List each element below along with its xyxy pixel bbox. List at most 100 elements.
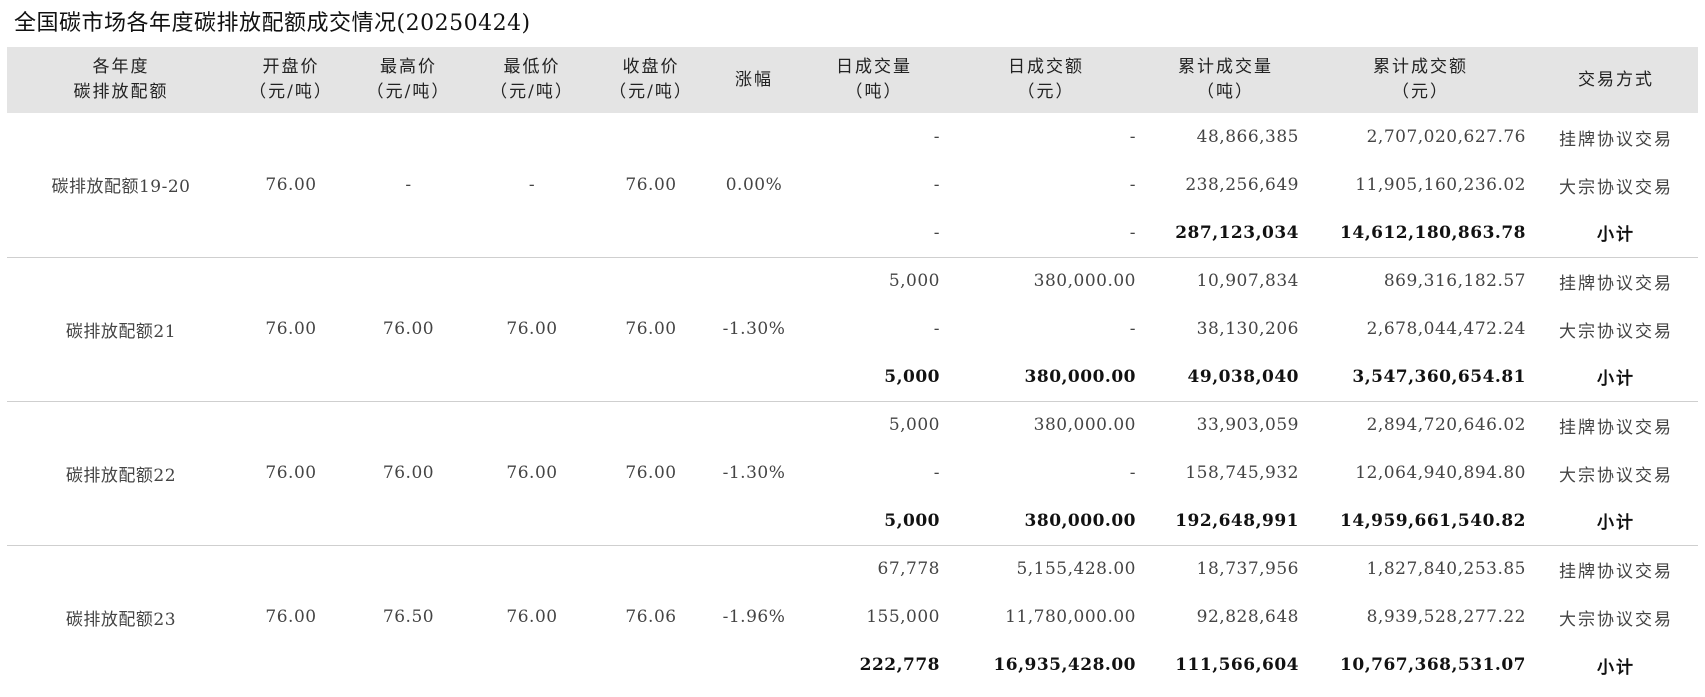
header-low: 最低价 （元/吨） <box>470 47 594 113</box>
daily-amount: - <box>1129 319 1136 339</box>
allowance-name: 碳排放配额23 <box>7 544 235 689</box>
daily-amount: - <box>1129 175 1136 195</box>
low-price: 76.00 <box>470 256 594 401</box>
close-price: 76.00 <box>594 400 708 545</box>
high-price: 76.50 <box>347 544 470 689</box>
cum-volume: 158,745,932 <box>1185 463 1299 483</box>
close-price: 76.06 <box>594 544 708 689</box>
daily-volume: 5,000 <box>800 400 948 449</box>
cum-amount: 2,678,044,472.24 <box>1366 319 1526 339</box>
table-row: - - 38,130,206 2,678,044,472.24 大宗协议交易 <box>7 305 1698 353</box>
trade-mode: 挂牌协议交易 <box>1534 256 1698 305</box>
table-row: - - 158,745,932 12,064,940,894.80 大宗协议交易 <box>7 449 1698 497</box>
price-change: -1.30% <box>708 400 800 545</box>
daily-amount: 380,000.00 <box>1024 510 1136 531</box>
cum-amount: 12,064,940,894.80 <box>1355 463 1526 483</box>
cum-volume: 38,130,206 <box>1196 319 1299 339</box>
table-row: 碳排放配额22 76.00 76.00 76.00 76.00 -1.30% 5… <box>7 400 1698 545</box>
trade-mode: 挂牌协议交易 <box>1559 129 1673 150</box>
table-row: - - 238,256,649 11,905,160,236.02 大宗协议交易 <box>7 161 1698 209</box>
table-row: 碳排放配额19-20 76.00 - - 76.00 0.00% - - 48,… <box>7 113 1698 197</box>
trade-mode: 大宗协议交易 <box>1559 465 1673 486</box>
daily-volume: 5,000 <box>884 366 940 387</box>
daily-volume: 5,000 <box>884 510 940 531</box>
cum-amount: 14,612,180,863.78 <box>1340 222 1526 243</box>
cum-volume: 33,903,059 <box>1144 400 1307 449</box>
allowance-trading-table: 各年度 碳排放配额 开盘价 （元/吨） 最高价 （元/吨） 最低价 （元/吨） 收盘价（… <box>7 47 1698 689</box>
cum-amount: 10,767,368,531.07 <box>1340 655 1526 675</box>
close-price: 76.00 <box>594 256 708 401</box>
high-price: 76.00 <box>347 400 470 545</box>
cum-volume: 92,828,648 <box>1196 607 1299 627</box>
allowance-name: 碳排放配额21 <box>7 256 235 401</box>
header-close: 收盘价 （元/吨） <box>594 47 708 113</box>
trade-mode: 大宗协议交易 <box>1559 321 1673 342</box>
cum-amount: 1,827,840,253.85 <box>1307 544 1534 593</box>
page-title: 全国碳市场各年度碳排放配额成交情况(20250424) <box>14 11 531 36</box>
daily-amount: 380,000.00 <box>948 400 1144 449</box>
trade-mode: 大宗协议交易 <box>1559 609 1673 630</box>
table-row: 155,000 11,780,000.00 92,828,648 8,939,5… <box>7 593 1698 641</box>
header-cum-amount: 累计成交额 （元） <box>1307 47 1534 113</box>
trade-mode: 挂牌协议交易 <box>1534 400 1698 449</box>
cum-amount: 2,894,720,646.02 <box>1307 400 1534 449</box>
daily-volume: - <box>933 175 940 195</box>
open-price: 76.00 <box>265 174 317 195</box>
daily-volume: 222,778 <box>859 655 940 675</box>
price-change: 0.00% <box>725 174 783 195</box>
daily-volume: - <box>933 463 940 483</box>
daily-volume: 155,000 <box>866 607 940 627</box>
daily-volume: - <box>933 319 940 339</box>
header-daily-volume: 日成交量 （吨） <box>800 47 948 113</box>
cum-volume: 238,256,649 <box>1185 175 1299 195</box>
daily-volume: 67,778 <box>800 544 948 593</box>
daily-volume: - <box>933 222 940 243</box>
cum-volume: 49,038,040 <box>1187 366 1299 387</box>
cum-amount: 869,316,182.57 <box>1307 256 1534 305</box>
cum-volume: 18,737,956 <box>1144 544 1307 593</box>
low-price: 76.00 <box>470 400 594 545</box>
cum-volume: 48,866,385 <box>1196 127 1299 147</box>
header-change: 涨幅 <box>708 47 800 113</box>
daily-amount: 16,935,428.00 <box>993 655 1136 675</box>
daily-amount: 380,000.00 <box>1024 366 1136 387</box>
cum-amount: 14,959,661,540.82 <box>1340 510 1526 531</box>
subtotal-row: - - 287,123,034 14,612,180,863.78 小计 <box>7 209 1698 257</box>
close-price: 76.00 <box>625 174 677 195</box>
high-price: 76.00 <box>347 256 470 401</box>
open-price: 76.00 <box>235 544 347 689</box>
cum-volume: 192,648,991 <box>1175 510 1299 531</box>
low-price: - <box>528 174 536 195</box>
header-high: 最高价 （元/吨） <box>347 47 470 113</box>
allowance-name: 碳排放配额19-20 <box>51 177 191 198</box>
high-price: - <box>405 174 412 195</box>
daily-amount: 5,155,428.00 <box>948 544 1144 593</box>
trade-mode: 大宗协议交易 <box>1559 177 1673 198</box>
header-daily-amount: 日成交额 （元） <box>948 47 1144 113</box>
low-price: 76.00 <box>470 544 594 689</box>
daily-amount: 11,780,000.00 <box>1005 607 1136 627</box>
trade-mode: 小计 <box>1597 225 1635 246</box>
open-price: 76.00 <box>235 400 347 545</box>
trade-mode: 小计 <box>1597 657 1635 678</box>
cum-volume: 287,123,034 <box>1175 222 1299 243</box>
trade-mode: 挂牌协议交易 <box>1534 544 1698 593</box>
daily-amount: - <box>1129 127 1136 147</box>
cum-amount: 8,939,528,277.22 <box>1366 607 1526 627</box>
cum-volume: 10,907,834 <box>1144 256 1307 305</box>
header-mode: 交易方式 <box>1534 47 1698 113</box>
cum-amount: 11,905,160,236.02 <box>1355 175 1526 195</box>
allowance-name: 碳排放配额22 <box>7 400 235 545</box>
header-cum-volume: 累计成交量 （吨） <box>1144 47 1307 113</box>
daily-amount: - <box>1129 463 1136 483</box>
cum-amount: 3,547,360,654.81 <box>1352 366 1526 387</box>
daily-volume: - <box>933 127 940 147</box>
open-price: 76.00 <box>235 256 347 401</box>
price-change: -1.30% <box>708 256 800 401</box>
table-row: 碳排放配额23 76.00 76.50 76.00 76.06 -1.96% 6… <box>7 544 1698 689</box>
cum-volume: 111,566,604 <box>1175 655 1299 675</box>
subtotal-row: 5,000 380,000.00 49,038,040 3,547,360,65… <box>7 353 1698 401</box>
trade-mode: 小计 <box>1597 513 1635 534</box>
subtotal-row: 5,000 380,000.00 192,648,991 14,959,661,… <box>7 497 1698 545</box>
daily-amount: 380,000.00 <box>948 256 1144 305</box>
